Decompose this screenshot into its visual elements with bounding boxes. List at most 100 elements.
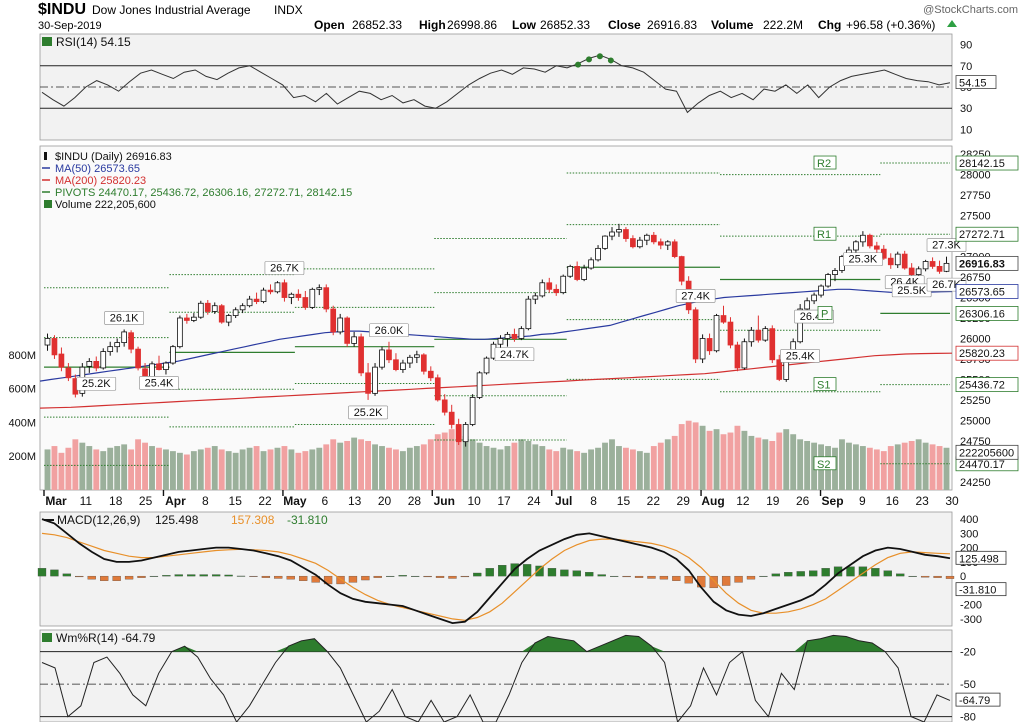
macd-histogram-bar	[659, 575, 669, 580]
candle-body	[100, 351, 107, 369]
candle-body	[295, 293, 302, 298]
macd-histogram-bar	[709, 575, 718, 589]
volume-tick-label: 400M	[8, 417, 36, 429]
x-axis-label: May	[283, 494, 307, 508]
volume-bar	[170, 451, 176, 490]
candle-body	[379, 349, 385, 368]
candle-body	[170, 346, 176, 364]
macd-histogram-bar	[224, 574, 233, 577]
volume-bar	[420, 444, 427, 490]
volume-tick-label: 600M	[8, 384, 36, 396]
candle-body	[706, 338, 713, 352]
volume-bar	[602, 442, 608, 490]
candle-body	[867, 234, 873, 247]
volume-bar	[225, 451, 232, 490]
annotation-box	[494, 347, 535, 362]
macd-histogram-bar	[485, 568, 494, 577]
volume-bar	[337, 442, 344, 490]
macd-histogram-bar	[124, 575, 134, 580]
volume-bar	[476, 442, 483, 490]
candle-body	[630, 238, 636, 248]
macd-histogram-bar	[62, 573, 72, 577]
candle-body	[699, 338, 706, 360]
volume-bar	[358, 439, 365, 490]
volume-bar	[163, 449, 169, 490]
volume-bar	[713, 429, 720, 490]
volume-tick-label: 200M	[8, 451, 36, 463]
volume-bar	[908, 440, 915, 490]
price-right-label: 24470.17	[959, 459, 1005, 471]
volume-bar	[609, 439, 615, 490]
x-axis-label: 10	[467, 494, 481, 508]
volume-bar	[253, 446, 260, 490]
rsi-last-value: 54.15	[959, 78, 987, 90]
volume-bar	[393, 449, 399, 490]
price-right-label: 222205600	[959, 447, 1014, 459]
volume-bar	[804, 440, 811, 490]
volume-bar	[581, 452, 588, 490]
x-axis-label: Sep	[822, 494, 844, 508]
volume-bar	[497, 449, 504, 490]
price-label-box	[955, 155, 1019, 171]
macd-histogram-bar	[187, 574, 196, 577]
macd-tick-label: -300	[960, 614, 982, 626]
volume-bar	[839, 439, 845, 490]
x-axis-label: 19	[766, 494, 780, 508]
macd-histogram-bar	[610, 575, 619, 577]
candle-body	[915, 268, 922, 275]
volume-bar	[204, 447, 211, 490]
volume-bar	[852, 444, 859, 490]
candle-body	[107, 346, 114, 352]
candle-body	[497, 338, 504, 345]
volume-bar	[922, 442, 929, 490]
legend-entry: Volume 222,205,600	[55, 199, 156, 211]
candle-body	[755, 329, 762, 341]
change-label: Chg	[818, 18, 841, 32]
price-label-box	[955, 377, 1019, 393]
candle-body	[462, 424, 469, 443]
volume-bar	[595, 447, 601, 490]
x-axis-label: Aug	[701, 494, 724, 508]
volume-bar	[316, 447, 323, 490]
candle-body	[713, 315, 720, 352]
volume-bar	[190, 451, 197, 490]
macd-tick-label: 400	[960, 514, 978, 526]
candle-body	[616, 229, 622, 233]
volume-bar	[539, 446, 546, 490]
candle-body	[818, 285, 824, 296]
volume-bar	[567, 449, 574, 490]
annotation-label: 25.5K	[897, 285, 926, 297]
x-axis-label: 29	[677, 494, 691, 508]
candle-body	[121, 331, 127, 343]
candle-body	[163, 362, 169, 370]
close-label: Close	[608, 18, 641, 32]
annotation-box	[780, 349, 820, 363]
candle-body	[135, 348, 141, 369]
volume-bar	[650, 446, 657, 490]
annotation-box	[264, 261, 305, 275]
willr-value-box	[955, 692, 1001, 707]
x-axis-label: 24	[527, 494, 541, 508]
low-label: Low	[512, 18, 537, 32]
annotation-label: 26.0K	[375, 325, 404, 337]
willr-line	[41, 634, 951, 722]
macd-histogram-bar	[771, 573, 781, 577]
volume-bar	[156, 447, 162, 490]
price-right-label: 25820.23	[959, 348, 1005, 360]
annotation-box	[139, 376, 179, 390]
candle-body	[929, 261, 936, 267]
volume-bar	[588, 449, 595, 490]
candle-body	[434, 377, 441, 401]
exchange-label: INDX	[274, 3, 303, 17]
candle-body	[128, 332, 134, 350]
volume-bar	[699, 425, 706, 490]
volume-bar	[859, 446, 866, 490]
annotation-label: 25.4K	[786, 350, 815, 362]
volume-bar	[107, 447, 114, 490]
price-panel: 800M 600M 400M 200M 26.1K 25.2K 25.4K 26.7K 26.0…	[8, 145, 1019, 508]
macd-right-label: -31.810	[959, 585, 996, 597]
change-value: +96.58 (+0.36%)	[846, 18, 935, 32]
legend-entry: MA(50) 26573.65	[55, 163, 140, 175]
macd-panel: 4003002001000-100-200-300MACD(12,26,9)12…	[37, 511, 1007, 627]
